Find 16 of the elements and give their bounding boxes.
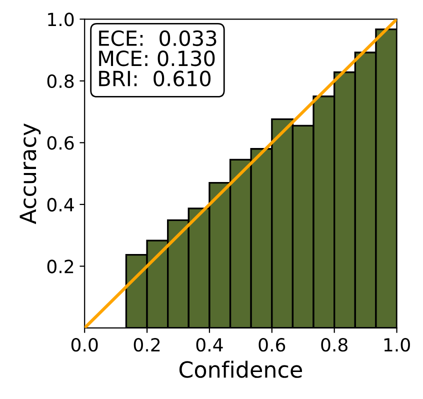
y-tick-label: 0.4 (47, 198, 74, 212)
x-tick-label: 1.0 (384, 338, 410, 352)
annotation: MCE: 0.130 (99, 50, 215, 66)
x-tick-label: 0.4 (196, 338, 223, 352)
y-tick-label: 0.6 (47, 136, 74, 150)
y-axis-title: Accuracy (20, 124, 41, 224)
annotation: ECE: 0.033 (99, 30, 216, 46)
annotation: BRI: 0.610 (99, 70, 211, 86)
y-tick-label: 0.8 (47, 74, 74, 88)
y-tick-label: 1.0 (48, 12, 74, 26)
x-tick-label: 0.8 (321, 338, 348, 352)
x-tick-label: 0.2 (134, 338, 160, 352)
y-tick-label: 0.2 (47, 260, 74, 274)
x-axis-title: Confidence (179, 360, 302, 378)
x-tick-label: 0.0 (71, 338, 98, 352)
x-tick-label: 0.6 (258, 338, 286, 352)
